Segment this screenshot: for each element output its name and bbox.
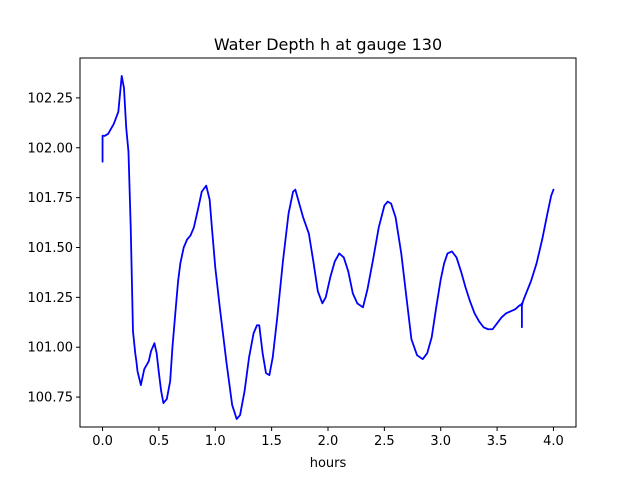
x-tick-label: 3.0 <box>430 434 451 449</box>
plot-background <box>80 58 576 427</box>
series-layer <box>101 75 555 420</box>
y-tick-label: 100.75 <box>28 391 74 406</box>
x-tick-label: 0.5 <box>149 434 170 449</box>
y-axis: 100.75 101.00 101.25 101.50 101.75 102.00 102.… <box>28 91 80 406</box>
series-line <box>101 75 555 420</box>
y-tick-label: 102.25 <box>28 91 74 106</box>
x-axis-title: hours <box>310 456 347 471</box>
y-tick-label: 101.00 <box>28 341 74 356</box>
x-tick-label: 2.0 <box>318 434 339 449</box>
x-tick-label: 4.0 <box>543 434 564 449</box>
x-tick-label: 3.5 <box>487 434 508 449</box>
y-tick-label: 102.00 <box>28 141 74 156</box>
x-tick-label: 1.0 <box>205 434 226 449</box>
y-tick-label: 101.25 <box>28 291 74 306</box>
x-axis: 0.0 0.5 1.0 1.5 2.0 2.5 3.0 3.5 4.0 <box>92 427 564 449</box>
x-tick-label: 0.0 <box>92 434 113 449</box>
chart-title: Water Depth h at gauge 130 <box>214 35 442 54</box>
y-tick-label: 101.50 <box>28 241 74 256</box>
x-tick-label: 1.5 <box>261 434 282 449</box>
x-tick-label: 2.5 <box>374 434 395 449</box>
y-tick-label: 101.75 <box>28 191 74 206</box>
